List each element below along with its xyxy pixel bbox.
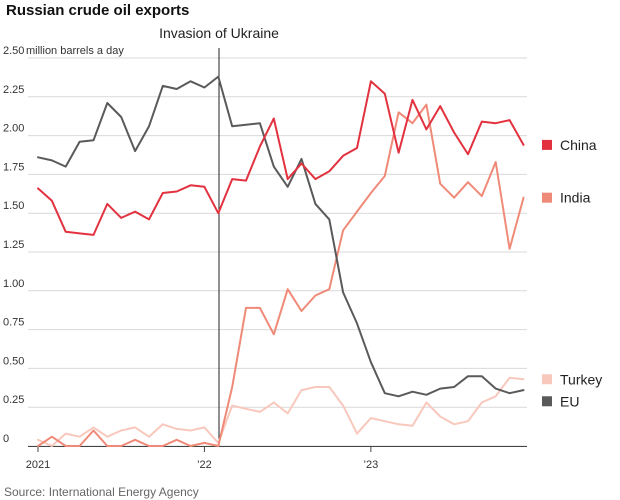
legend-swatch-turkey [542,374,552,385]
series-line-china [37,80,525,236]
legend: China India Turkey EU [542,137,602,409]
x-tick-label: ’23 [364,459,379,471]
legend-swatch-india [542,192,552,203]
y-tick-label: 2.00 [3,123,24,135]
y-axis: 0 0.25 0.50 0.75 1.00 1.25 1.50 1.75 2.00 2.25 2.5… [3,45,24,445]
y-tick-label: 0 [3,433,9,445]
source-note: Source: International Energy Agency [4,485,199,499]
series-line-eu [37,75,525,398]
x-tick-label: 2021 [26,459,50,471]
legend-swatch-eu [542,396,552,407]
legend-label-china: China [560,137,597,153]
y-tick-label: 0.75 [3,317,24,329]
y-tick-label: 1.75 [3,161,24,173]
x-axis: 2021 ’22 ’23 [26,446,527,471]
legend-label-turkey: Turkey [560,371,602,387]
y-axis-label: million barrels a day [26,45,124,57]
y-tick-label: 2.50 [3,45,24,57]
chart-title: Russian crude oil exports [6,2,189,19]
series-group [37,75,525,447]
y-tick-label: 1.50 [3,200,24,212]
series-line-turkey [37,376,525,447]
y-tick-label: 0.25 [3,394,24,406]
legend-swatch-china [542,139,552,150]
legend-label-india: India [560,190,591,206]
y-tick-label: 1.00 [3,278,24,290]
legend-label-eu: EU [560,393,579,409]
x-tick-label: ’22 [197,459,212,471]
y-tick-label: 1.25 [3,239,24,251]
y-tick-label: 2.25 [3,84,24,96]
series-line-india [37,103,525,447]
y-tick-label: 0.50 [3,355,24,367]
invasion-annotation: Invasion of Ukraine [159,25,279,41]
